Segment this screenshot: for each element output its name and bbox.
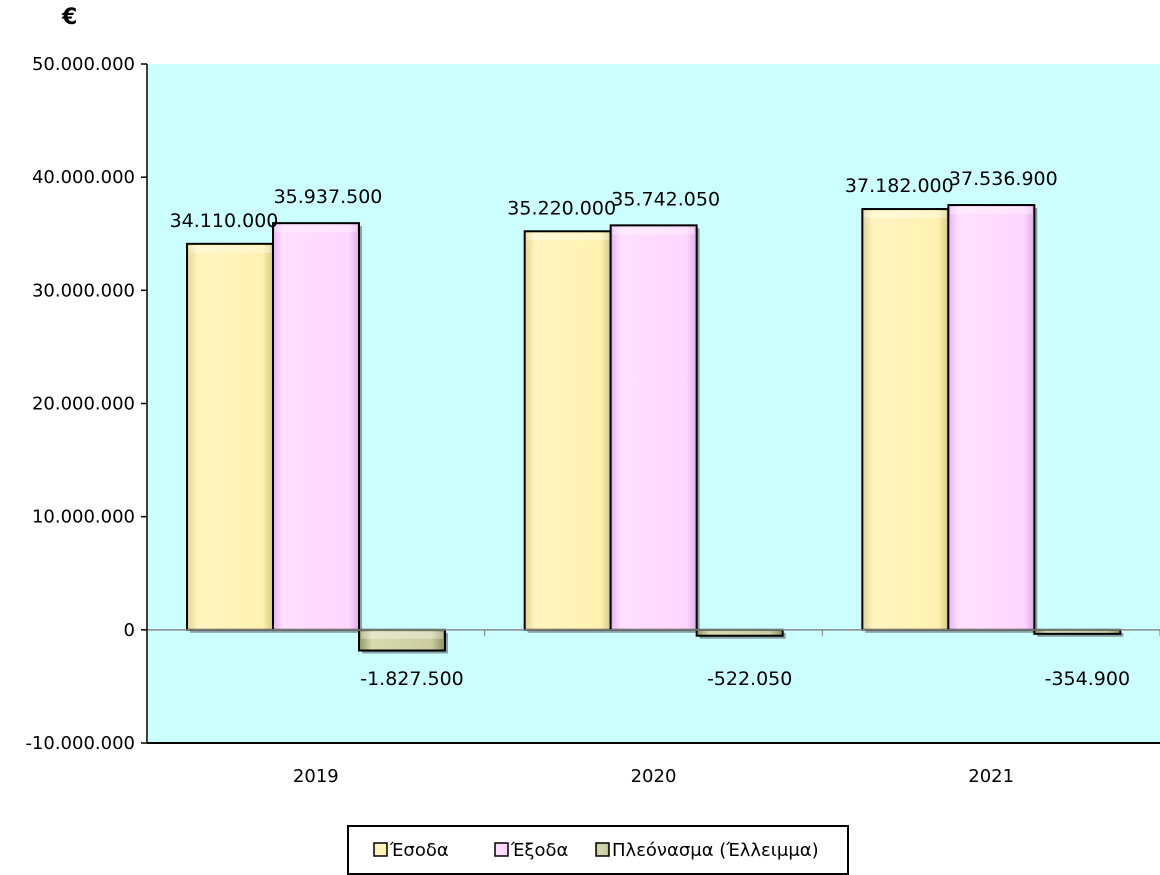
bar-1-2021 [947, 204, 1036, 631]
legend-label-0: Έσοδα [389, 840, 449, 861]
legend-swatch-1 [494, 842, 509, 857]
bar-bevel [526, 233, 609, 241]
x-tick-label: 2020 [631, 766, 677, 787]
y-tick-label: 40.000.000 [32, 167, 135, 188]
data-label: 35.220.000 [507, 197, 616, 219]
bar-bevel [950, 207, 1033, 215]
data-label: -522.050 [707, 668, 792, 690]
data-label: -354.900 [1045, 668, 1130, 690]
y-tick-label: 50.000.000 [32, 54, 135, 75]
data-label: 37.182.000 [845, 175, 954, 197]
y-tick-label: 0 [124, 620, 135, 641]
bar-bevel [361, 631, 443, 639]
legend-swatch-2 [595, 842, 610, 857]
bar-bevel [275, 225, 357, 233]
bar-1-2020 [609, 224, 698, 631]
y-tick-label: 30.000.000 [32, 280, 135, 301]
y-tick-label: -10.000.000 [25, 733, 135, 754]
bar-0-2019 [186, 242, 274, 631]
data-label: 37.536.900 [949, 168, 1058, 190]
legend: Έσοδα Έξοδα Πλεόνασμα (Έλλειμμα) [347, 825, 849, 875]
x-tick-label: 2021 [968, 766, 1014, 787]
y-tick-label: 10.000.000 [32, 507, 135, 528]
legend-label-2: Πλεόνασμα (Έλλειμμα) [612, 840, 819, 861]
bar-0-2020 [523, 230, 612, 631]
bar-0-2021 [861, 208, 950, 631]
bar-bevel [189, 245, 271, 253]
data-label: -1.827.500 [360, 668, 464, 690]
bar-bevel [612, 227, 695, 235]
x-tick-label: 2019 [293, 766, 339, 787]
y-unit-label: € [61, 5, 77, 30]
data-label: 35.937.500 [274, 186, 383, 208]
data-label: 35.742.050 [611, 188, 720, 210]
bar-bevel [864, 211, 947, 219]
legend-swatch-0 [373, 842, 388, 857]
bar-1-2019 [272, 222, 360, 631]
legend-label-1: Έξοδα [510, 840, 568, 861]
bar-2-2020 [695, 628, 784, 637]
data-label: 34.110.000 [170, 210, 279, 232]
y-tick-label: 20.000.000 [32, 394, 135, 415]
